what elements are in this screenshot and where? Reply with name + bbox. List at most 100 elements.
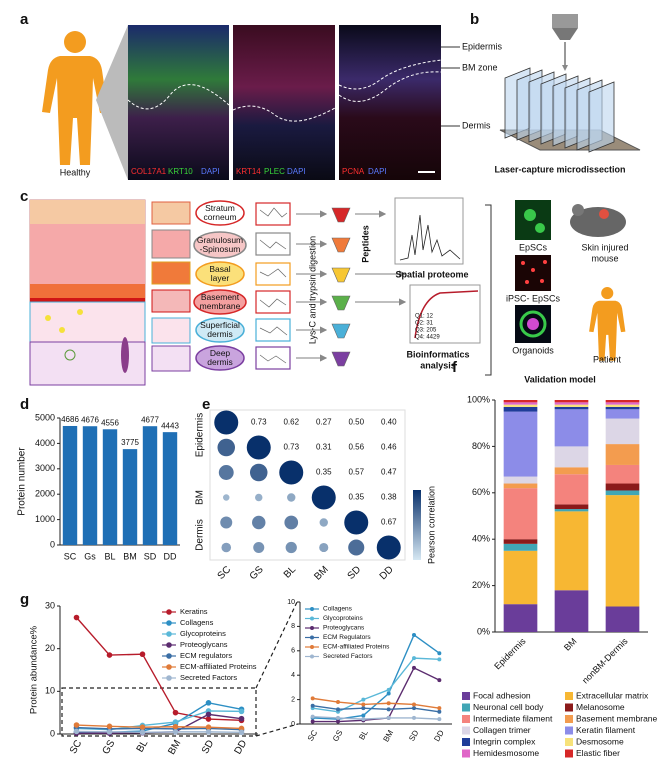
point [361, 697, 366, 702]
point [205, 724, 212, 730]
legend-label: Basement membrane [576, 713, 658, 723]
point [172, 723, 179, 730]
stain-label: PLEC [264, 167, 285, 176]
point [386, 707, 391, 712]
layer-label: layer [211, 273, 230, 283]
legend-marker [310, 654, 314, 659]
bar-segment [554, 509, 589, 512]
human-figure [42, 31, 108, 165]
point [73, 722, 80, 728]
point [310, 714, 315, 719]
correlation-dot [344, 510, 369, 535]
y-tick-label: 30 [45, 600, 55, 610]
group-label: BM [195, 490, 206, 505]
y-axis-label: Protein number [17, 447, 28, 516]
matrix-frame [209, 409, 406, 561]
bm-outline [232, 105, 336, 122]
point [412, 702, 416, 707]
x-tick-label: SD [144, 551, 157, 561]
bm-outline [127, 84, 230, 110]
stain-label: KRT10 [168, 167, 193, 176]
point [437, 657, 442, 662]
bar-segment [554, 406, 589, 410]
x-tick-label: DD [432, 728, 446, 743]
x-tick-label: Epidermis [492, 636, 528, 672]
panel-label: e [202, 396, 210, 413]
group-label: Dermis [195, 519, 206, 551]
bar-segment [554, 467, 589, 475]
point [412, 632, 416, 637]
process-label: Peptides [360, 225, 370, 263]
bar-segment [605, 490, 640, 496]
bar-segment [605, 606, 640, 632]
legend-marker [166, 664, 172, 670]
legend-swatch [462, 692, 470, 700]
point [172, 709, 179, 716]
point [386, 691, 391, 696]
correlation-value: 0.35 [316, 468, 332, 477]
correlation-dot [287, 493, 296, 502]
legend-label: ECM Regulators [323, 634, 371, 641]
point [73, 728, 80, 735]
model-label: Organoids [512, 345, 554, 355]
point [336, 719, 340, 724]
point [310, 719, 315, 724]
bm-outline [338, 59, 442, 90]
point [205, 729, 212, 735]
layer-label: dermis [207, 357, 233, 367]
correlation-dot [214, 410, 239, 435]
point [172, 719, 179, 725]
x-tick-label: SD [407, 728, 420, 742]
bar-segment [503, 406, 538, 412]
legend-label: Keratins [180, 607, 208, 616]
correlation-value: 0.38 [381, 493, 397, 502]
correlation-dot [319, 542, 329, 553]
layer-label: Deep [210, 348, 231, 358]
point [437, 706, 442, 711]
stain-label: PCNA [342, 167, 365, 176]
layer-label: Basement [201, 292, 240, 302]
point [437, 678, 442, 683]
point [336, 707, 340, 712]
y-tick-label: 20% [472, 580, 490, 590]
model-label: Skin injured [581, 242, 628, 252]
legend-label: Desmosome [576, 736, 624, 746]
bar [122, 449, 138, 545]
y-tick-label: 5000 [35, 412, 55, 422]
x-tick-label: DD [378, 564, 396, 582]
zoom-wedge [96, 25, 128, 180]
correlation-value: 0.73 [283, 443, 299, 452]
point [106, 652, 113, 658]
legend-label: Intermediate filament [473, 713, 553, 723]
point [361, 717, 366, 722]
bar-segment [605, 404, 640, 407]
x-tick-label: BM [562, 636, 579, 653]
layer-label: dermis [207, 329, 233, 339]
bar-segment [554, 402, 589, 405]
x-tick-label: BL [135, 738, 151, 754]
y-tick-label: 4000 [35, 438, 55, 448]
bar-segment [605, 483, 640, 491]
colorbar-label: Pearson correlation [426, 486, 436, 564]
x-tick-label: BL [104, 551, 115, 561]
bar-segment [605, 418, 640, 445]
legend-marker [310, 616, 314, 621]
bm-outline [338, 71, 442, 102]
legend-label: Integrin complex [473, 736, 536, 746]
layer-label: Basal [209, 264, 230, 274]
correlation-dot [284, 515, 299, 530]
series-line [312, 715, 440, 720]
y-tick-label: 0 [291, 721, 295, 728]
legend-label: Collagens [323, 606, 353, 613]
point [238, 725, 245, 732]
legend-swatch [462, 738, 470, 746]
x-tick-label: BM [312, 564, 330, 582]
legend-label: Melanosome [576, 702, 625, 712]
stain-label: DAPI [201, 167, 220, 176]
colorbar [413, 490, 421, 560]
x-tick-label: GS [248, 564, 266, 582]
x-tick-label: SC [306, 728, 319, 742]
output-label: Spatial proteome [395, 269, 468, 279]
value-label: 4686 [61, 415, 79, 424]
quartile-label: Q3: 205 [415, 328, 437, 334]
